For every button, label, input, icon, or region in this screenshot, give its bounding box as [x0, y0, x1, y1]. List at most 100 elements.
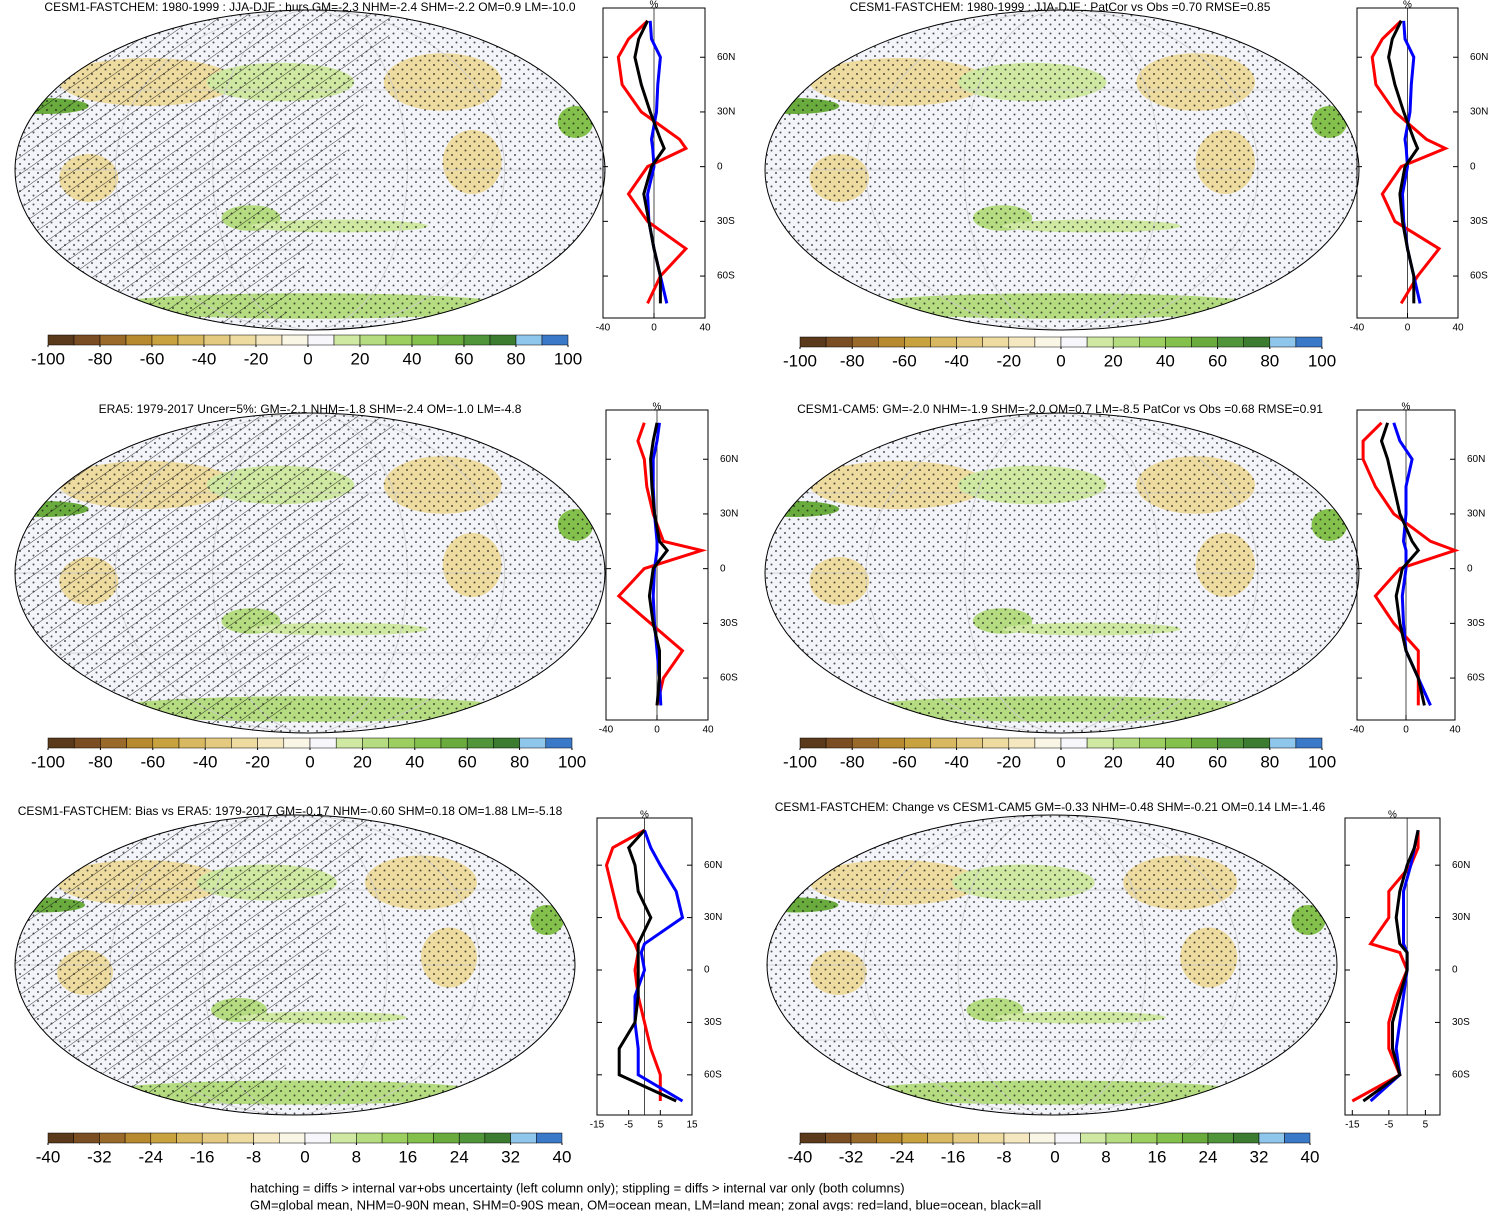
- colorbar-swatch: [150, 1132, 177, 1144]
- panel-title: CESM1-FASTCHEM: 1980-1999 : JJA-DJF : hu…: [44, 0, 576, 14]
- zonal-frame: [1344, 817, 1441, 1116]
- colorbar-swatch: [330, 1132, 357, 1144]
- colorbar-swatch: [930, 737, 957, 749]
- colorbar-swatch: [1086, 737, 1114, 749]
- zonal-line: [616, 19, 689, 305]
- colorbar-swatch: [466, 737, 494, 749]
- colorbar-swatch: [982, 737, 1010, 749]
- colorbar-label: 100: [1308, 351, 1336, 370]
- zonal-line: [604, 828, 662, 1101]
- colorbar-label: 8: [352, 1147, 361, 1166]
- colorbar-label: -60: [892, 351, 917, 370]
- x-tick-label: 40: [699, 323, 711, 334]
- colorbar-label: 8: [1101, 1147, 1110, 1166]
- colorbar-label: -16: [190, 1147, 215, 1166]
- colorbar-swatch: [47, 334, 75, 346]
- colorbar-swatch: [333, 334, 361, 346]
- colorbar-swatch: [176, 1132, 203, 1144]
- hatching: [15, 413, 399, 733]
- colorbar-swatch: [541, 334, 569, 346]
- colorbar-swatch: [1243, 336, 1271, 348]
- colorbar-swatch: [257, 737, 285, 749]
- y-tick-label: 30S: [717, 216, 735, 227]
- colorbar-swatch: [1295, 737, 1323, 749]
- zonal-xlabel: %: [1402, 402, 1411, 413]
- colorbar-swatch: [411, 334, 439, 346]
- y-tick-label: 60N: [717, 52, 735, 63]
- colorbar-swatch: [510, 1132, 537, 1144]
- colorbar-swatch: [1207, 1132, 1234, 1144]
- zonal-line: [651, 422, 663, 706]
- colorbar-swatch: [956, 737, 983, 749]
- y-tick-label: 60N: [720, 454, 738, 465]
- zonal-line: [1379, 422, 1426, 706]
- colorbar-swatch: [1105, 1132, 1132, 1144]
- colorbar-swatch: [876, 1132, 903, 1144]
- y-tick-label: 30S: [1467, 618, 1485, 629]
- zonal-xlabel: %: [653, 402, 662, 413]
- y-tick-label: 60N: [1470, 52, 1488, 63]
- colorbar-swatch: [437, 334, 465, 346]
- colorbar-swatch: [1054, 1132, 1081, 1144]
- map-border: [764, 412, 1360, 734]
- map-border: [14, 412, 606, 734]
- colorbar-swatch: [1156, 1132, 1183, 1144]
- colorbar-swatch: [177, 334, 205, 346]
- colorbar-swatch: [99, 334, 127, 346]
- colorbar-swatch: [850, 1132, 877, 1144]
- colorbar-label: -40: [36, 1147, 61, 1166]
- x-tick-label: -40: [596, 323, 611, 334]
- zonal-line: [633, 829, 685, 1103]
- colorbar-swatch: [545, 737, 573, 749]
- map: [15, 815, 575, 1115]
- colorbar-swatch: [99, 1132, 126, 1144]
- colorbar-swatch: [489, 334, 517, 346]
- colorbar-swatch: [901, 1132, 928, 1144]
- colorbar-swatch: [178, 737, 206, 749]
- colorbar-swatch: [1191, 737, 1218, 749]
- colorbar-swatch: [229, 334, 257, 346]
- y-tick-label: 60N: [704, 860, 722, 871]
- zonal-xlabel: %: [640, 810, 649, 821]
- colorbar-swatch: [125, 334, 153, 346]
- colorbar-swatch: [1269, 336, 1297, 348]
- colorbar-swatch: [204, 737, 232, 749]
- colorbar-swatch: [356, 1132, 383, 1144]
- colorbar-label: -8: [996, 1147, 1011, 1166]
- colorbar-swatch: [952, 1132, 979, 1144]
- colorbar-swatch: [307, 334, 335, 346]
- colorbar-swatch: [1060, 737, 1088, 749]
- colorbar-label: -32: [87, 1147, 112, 1166]
- x-tick-label: 15: [686, 1120, 698, 1131]
- colorbar-label: 0: [1056, 351, 1065, 370]
- y-tick-label: 30N: [720, 509, 738, 520]
- colorbar-swatch: [1112, 336, 1140, 348]
- map: [15, 10, 605, 330]
- colorbar-label: 0: [300, 1147, 309, 1166]
- colorbar-label: -60: [892, 752, 917, 771]
- x-tick-label: 0: [1405, 323, 1411, 334]
- colorbar-label: -32: [839, 1147, 864, 1166]
- colorbar-label: 0: [303, 349, 312, 368]
- colorbar-label: -20: [997, 351, 1022, 370]
- colorbar-swatch: [515, 334, 543, 346]
- colorbar-swatch: [1029, 1132, 1056, 1144]
- colorbar-label: 16: [1148, 1147, 1167, 1166]
- y-tick-label: 60S: [1467, 673, 1485, 684]
- colorbar-swatch: [982, 336, 1010, 348]
- panel-title: CESM1-CAM5: GM=-2.0 NHM=-1.9 SHM=-2.0 OM…: [797, 402, 1323, 416]
- colorbar-label: 60: [458, 752, 477, 771]
- colorbar-swatch: [151, 334, 179, 346]
- x-tick-label: -40: [1350, 323, 1365, 334]
- colorbar-swatch: [440, 737, 468, 749]
- colorbar-swatch: [1295, 336, 1323, 348]
- colorbar-swatch: [227, 1132, 254, 1144]
- y-tick-label: 30S: [720, 618, 738, 629]
- colorbar-swatch: [124, 1132, 152, 1144]
- colorbar-swatch: [1008, 336, 1036, 348]
- x-tick-label: -40: [1350, 725, 1365, 736]
- colorbar-swatch: [799, 1132, 826, 1144]
- y-tick-label: 30S: [1470, 216, 1488, 227]
- colorbar-swatch: [927, 1132, 954, 1144]
- colorbar-swatch: [1008, 737, 1036, 749]
